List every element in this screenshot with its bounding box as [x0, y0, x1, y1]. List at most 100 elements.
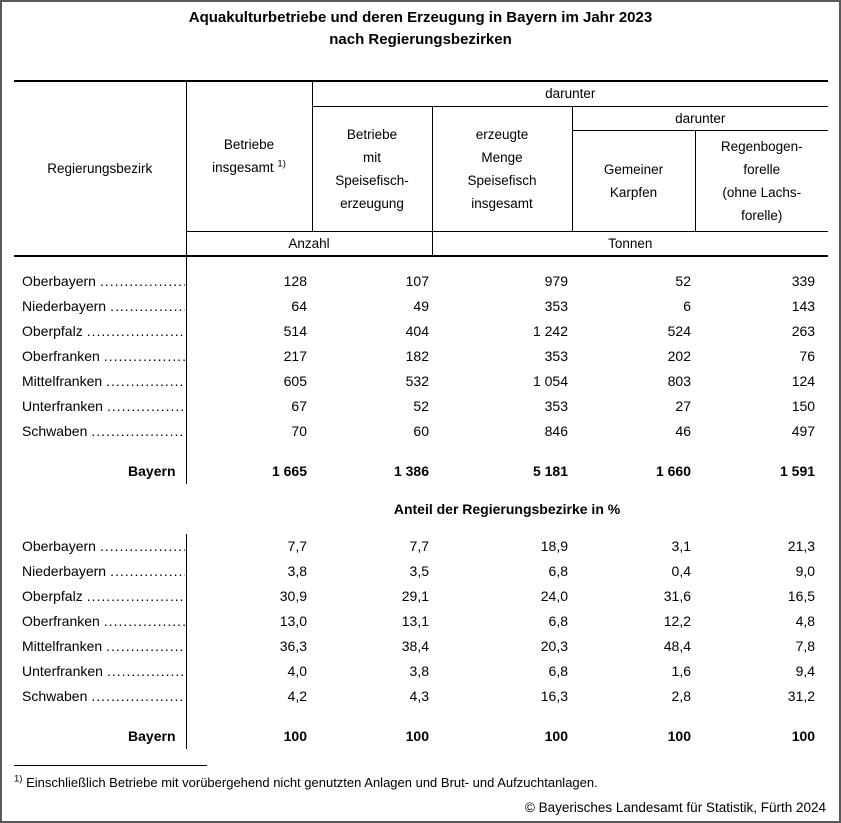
value-cell: 76 — [799, 348, 816, 364]
dot-leader: ........................................… — [106, 638, 185, 654]
percent-section-heading: Anteil der Regierungsbezirke in % — [393, 500, 621, 517]
value-cell: 4,8 — [795, 613, 816, 629]
dot-leader: ........................................… — [91, 423, 185, 439]
value-cell: 202 — [667, 348, 691, 364]
region-name: Schwaben — [22, 688, 88, 704]
heading-stub-spacer — [14, 484, 186, 534]
value-cell: 1 054 — [532, 373, 568, 389]
value-cell: 49 — [413, 298, 429, 314]
table-row: Schwaben................................… — [14, 684, 828, 709]
value-cell: 605 — [283, 373, 307, 389]
value-cell: 143 — [791, 298, 816, 314]
column-header-speisefischerzeugung: Betriebe mit Speisefisch- erzeugung — [311, 106, 432, 231]
value-cell: 6,8 — [548, 613, 568, 629]
region-name: Niederbayern — [22, 563, 107, 579]
value-cell: 128 — [283, 273, 307, 289]
value-cell: 60 — [413, 423, 429, 439]
value-cell: 3,5 — [409, 563, 429, 579]
value-cell: 29,1 — [401, 588, 429, 604]
dot-leader: ........................................… — [86, 588, 185, 604]
value-cell: 107 — [405, 273, 429, 289]
footnote-marker: 1) — [14, 773, 23, 785]
region-name: Oberfranken — [22, 348, 100, 364]
value-cell: 67 — [291, 398, 307, 414]
value-cell: 13,0 — [279, 613, 307, 629]
table-row: Oberbayern..............................… — [14, 534, 828, 559]
table-row: Niederbayern............................… — [14, 294, 828, 319]
table-row: Oberpfalz...............................… — [14, 319, 828, 344]
column-header-regierungsbezirk: Regierungsbezirk — [14, 80, 187, 257]
value-cell: 20,3 — [540, 638, 568, 654]
footnote: 1) Einschließlich Betriebe mit vorüberge… — [14, 773, 839, 791]
region-name: Niederbayern — [22, 298, 107, 314]
region-label: Mittelfranken...........................… — [14, 369, 187, 394]
value-cell: 46 — [675, 423, 691, 439]
section-heading-block: Anteil der Regierungsbezirke in % — [14, 484, 828, 534]
spacer-row — [14, 256, 828, 269]
region-label: Unterfranken............................… — [14, 394, 187, 419]
value-cell: 3,8 — [287, 563, 307, 579]
region-name: Oberpfalz — [22, 323, 83, 339]
table-row: Unterfranken............................… — [14, 394, 828, 419]
value-cell: 5 181 — [532, 463, 568, 479]
region-name: Oberpfalz — [22, 588, 83, 604]
value-cell: 18,9 — [540, 538, 568, 554]
dot-leader: ........................................… — [103, 613, 185, 629]
value-cell: 803 — [667, 373, 691, 389]
value-cell: 30,9 — [279, 588, 307, 604]
percent-section: Oberbayern..............................… — [14, 534, 828, 749]
region-name: Unterfranken — [22, 663, 103, 679]
value-cell: 13,1 — [401, 613, 429, 629]
dot-leader: ........................................… — [106, 398, 185, 414]
value-cell: 27 — [675, 398, 691, 414]
value-cell: 7,7 — [287, 538, 307, 554]
value-cell: 4,3 — [409, 688, 429, 704]
title-line-1: Aquakulturbetriebe und deren Erzeugung i… — [188, 9, 653, 26]
region-name: Oberbayern — [22, 273, 96, 289]
value-cell: 12,2 — [663, 613, 691, 629]
table-row: Mittelfranken...........................… — [14, 634, 828, 659]
table-row: Schwaben................................… — [14, 419, 828, 444]
value-cell: 979 — [544, 273, 568, 289]
region-label: Niederbayern............................… — [14, 294, 187, 319]
dot-leader: ........................................… — [99, 273, 185, 289]
dot-leader: ........................................… — [91, 688, 185, 704]
region-name: Oberfranken — [22, 613, 100, 629]
value-cell: 100 — [405, 728, 429, 744]
region-label: Oberfranken.............................… — [14, 609, 187, 634]
value-cell: 150 — [791, 398, 816, 414]
value-cell: 7,7 — [409, 538, 429, 554]
value-cell: 100 — [283, 728, 307, 744]
total-label: Bayern — [14, 444, 187, 484]
value-cell: 353 — [544, 398, 568, 414]
value-cell: 1 386 — [393, 463, 429, 479]
value-cell: 4,2 — [287, 688, 307, 704]
value-cell: 182 — [405, 348, 429, 364]
column-header-erzeugte-menge: erzeugte Menge Speisefisch insgesamt — [431, 106, 572, 231]
dot-leader: ........................................… — [106, 663, 185, 679]
region-label: Oberbayern..............................… — [14, 269, 187, 294]
table-row: Oberfranken.............................… — [14, 344, 828, 369]
region-label: Mittelfranken...........................… — [14, 634, 187, 659]
value-cell: 70 — [291, 423, 307, 439]
region-label: Schwaben................................… — [14, 684, 187, 709]
dot-leader: ........................................… — [86, 323, 185, 339]
value-cell: 1 660 — [655, 463, 691, 479]
value-cell: 497 — [791, 423, 816, 439]
value-cell: 52 — [413, 398, 429, 414]
region-name: Unterfranken — [22, 398, 103, 414]
value-cell: 100 — [667, 728, 691, 744]
value-cell: 514 — [283, 323, 307, 339]
footnote-marker: 1) — [277, 158, 286, 170]
table-row: Oberbayern..............................… — [14, 269, 828, 294]
table-row: Mittelfranken...........................… — [14, 369, 828, 394]
value-cell: 339 — [791, 273, 816, 289]
value-cell: 0,4 — [671, 563, 691, 579]
value-cell: 48,4 — [663, 638, 691, 654]
footnote-text: Einschließlich Betriebe mit vorübergehen… — [26, 775, 598, 790]
region-name: Mittelfranken — [22, 638, 103, 654]
table-row: Oberfranken.............................… — [14, 609, 828, 634]
value-cell: 38,4 — [401, 638, 429, 654]
page-title: Aquakulturbetriebe und deren Erzeugung i… — [2, 2, 839, 51]
table-row: Niederbayern............................… — [14, 559, 828, 584]
